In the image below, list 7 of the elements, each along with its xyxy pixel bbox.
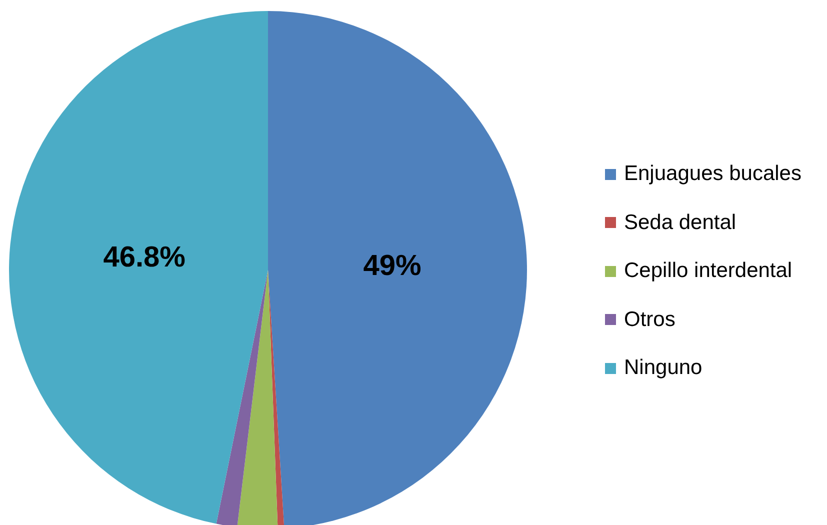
- legend-label: Ninguno: [624, 356, 702, 380]
- data-label: 49%: [363, 250, 422, 282]
- data-label: 46.8%: [103, 242, 186, 274]
- legend-label: Seda dental: [624, 210, 736, 235]
- legend-label: Otros: [624, 308, 676, 332]
- legend-label: Cepillo interdental: [624, 259, 792, 284]
- legend-label: Enjuagues bucales: [624, 162, 802, 186]
